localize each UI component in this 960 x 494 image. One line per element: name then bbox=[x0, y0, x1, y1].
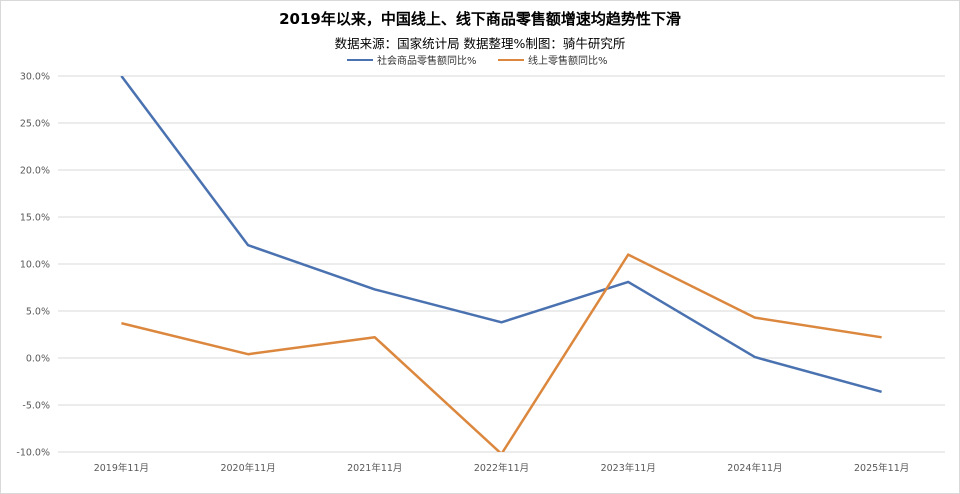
chart-title: 2019年以来，中国线上、线下商品零售额增速均趋势性下滑 bbox=[279, 10, 681, 28]
x-tick-label: 2020年11月 bbox=[220, 462, 275, 474]
series-line-online bbox=[121, 253, 882, 452]
y-tick-label: 15.0% bbox=[20, 213, 50, 224]
y-axis: 30.0% 25.0% 20.0% 15.0% 10.0% 5.0% 0.0% -5.0% -1… bbox=[16, 72, 50, 459]
x-tick-label: 2022年11月 bbox=[474, 462, 529, 474]
y-tick-label: -5.0% bbox=[22, 401, 50, 412]
gridlines bbox=[58, 75, 945, 453]
legend: 社会商品零售额同比% 线上零售额同比% bbox=[0, 52, 960, 68]
y-tick-label: 30.0% bbox=[20, 72, 50, 83]
x-tick-label: 2019年11月 bbox=[94, 462, 149, 474]
y-tick-label: -10.0% bbox=[16, 448, 50, 459]
legend-swatch-retail bbox=[347, 58, 373, 61]
y-tick-label: 20.0% bbox=[20, 166, 50, 177]
x-tick-label: 2021年11月 bbox=[347, 462, 402, 474]
legend-item-retail: 社会商品零售额同比% bbox=[347, 52, 477, 67]
legend-label-retail: 社会商品零售额同比% bbox=[377, 56, 477, 67]
chart-subtitle: 数据来源：国家统计局 数据整理%制图：骑牛研究所 bbox=[334, 36, 626, 51]
y-tick-label: 5.0% bbox=[26, 307, 50, 318]
y-tick-label: 0.0% bbox=[26, 354, 50, 365]
x-tick-label: 2023年11月 bbox=[601, 462, 656, 474]
x-tick-label: 2024年11月 bbox=[727, 462, 782, 474]
legend-item-online: 线上零售额同比% bbox=[498, 52, 608, 67]
y-tick-label: 10.0% bbox=[20, 260, 50, 271]
legend-label-online: 线上零售额同比% bbox=[528, 56, 608, 67]
x-tick-label: 2025年11月 bbox=[854, 462, 909, 474]
x-axis: 2019年11月 2020年11月 2021年11月 2022年11月 2023年11月… bbox=[94, 462, 910, 474]
series-lines bbox=[120, 76, 882, 452]
y-tick-label: 25.0% bbox=[20, 119, 50, 130]
legend-swatch-online bbox=[498, 58, 524, 61]
series-line-retail bbox=[120, 76, 882, 394]
